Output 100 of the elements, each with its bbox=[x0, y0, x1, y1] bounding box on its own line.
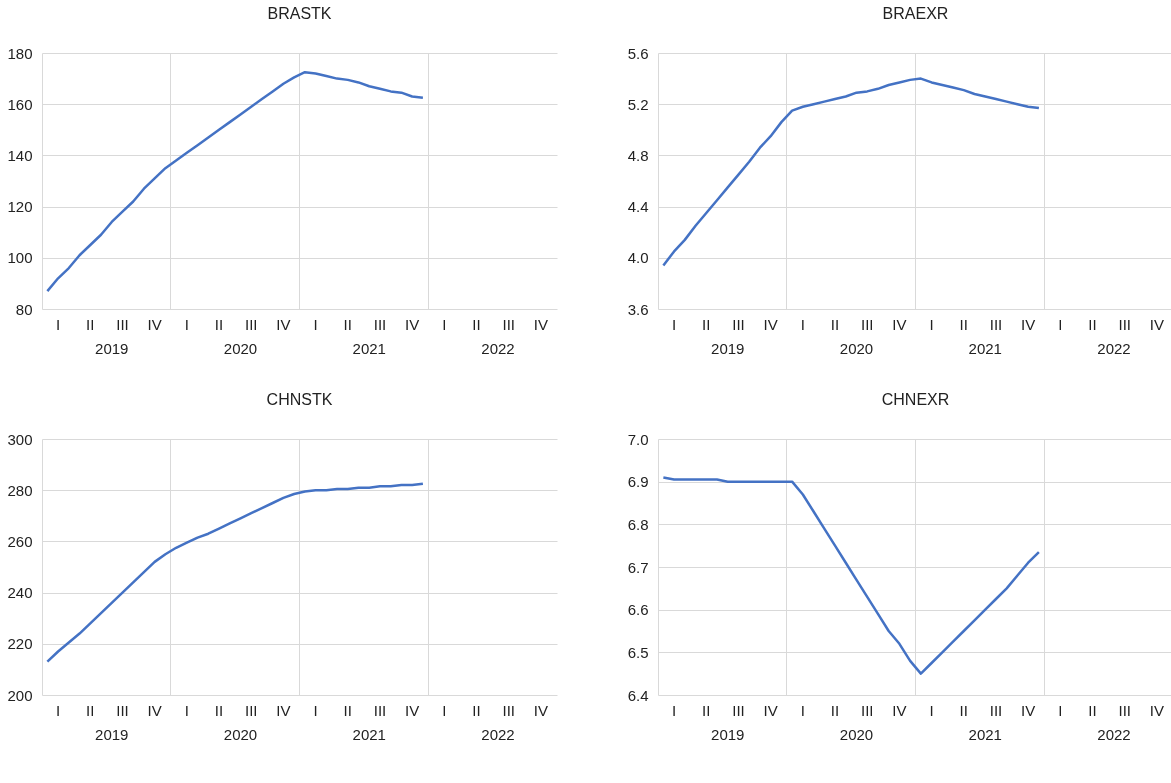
line-series bbox=[662, 476, 1041, 675]
x-tick-label: 2020 bbox=[223, 725, 258, 743]
x-tick-label: I bbox=[313, 315, 318, 333]
x-tick-label: III bbox=[502, 315, 515, 333]
x-tick-label: 2021 bbox=[352, 725, 386, 743]
x-tick-label: 2019 bbox=[95, 725, 129, 743]
y-tick-label: 4.4 bbox=[627, 198, 649, 216]
x-tick-label: IV bbox=[276, 315, 291, 333]
x-tick-label: II bbox=[214, 701, 224, 719]
x-tick-label: III bbox=[1118, 315, 1131, 333]
x-tick-label: IV bbox=[405, 315, 420, 333]
y-tick-label: 5.6 bbox=[627, 44, 649, 62]
y-tick-label: 4.8 bbox=[627, 146, 649, 164]
x-tick-label: II bbox=[86, 701, 95, 719]
x-tick-label: II bbox=[343, 315, 352, 333]
x-tick-label: IV bbox=[147, 315, 162, 333]
x-tick-label: II bbox=[214, 315, 224, 333]
x-tick-label: I bbox=[672, 701, 677, 719]
x-tick-label: IV bbox=[533, 315, 548, 333]
x-tick-label: IV bbox=[1149, 701, 1164, 719]
y-tick-label: 80 bbox=[15, 300, 33, 318]
x-tick-label: I bbox=[184, 701, 189, 719]
x-tick-label: III bbox=[989, 315, 1003, 333]
x-tick-label: 2022 bbox=[481, 725, 515, 743]
y-tick-label: 6.6 bbox=[627, 601, 649, 619]
x-tick-label: I bbox=[800, 315, 805, 333]
x-tick-label: III bbox=[1118, 701, 1131, 719]
x-tick-label: 2022 bbox=[1097, 725, 1131, 743]
x-tick-label: II bbox=[1088, 315, 1097, 333]
y-tick-label: 6.7 bbox=[627, 558, 649, 576]
x-tick-label: I bbox=[313, 701, 318, 719]
chart-title: CHNSTK bbox=[266, 391, 333, 408]
x-tick-label: II bbox=[959, 315, 968, 333]
x-tick-label: III bbox=[989, 701, 1003, 719]
y-tick-label: 6.8 bbox=[627, 515, 649, 533]
chart-title: BRASTK bbox=[267, 5, 332, 22]
x-tick-label: I bbox=[1058, 315, 1063, 333]
x-tick-label: II bbox=[1088, 701, 1097, 719]
x-tick-label: I bbox=[929, 701, 934, 719]
y-tick-label: 260 bbox=[7, 532, 33, 550]
x-tick-label: IV bbox=[533, 701, 548, 719]
x-tick-label: I bbox=[184, 315, 189, 333]
x-tick-label: II bbox=[472, 315, 481, 333]
x-tick-label: IV bbox=[892, 701, 907, 719]
x-tick-label: 2021 bbox=[968, 725, 1002, 743]
x-tick-label: IV bbox=[892, 315, 907, 333]
y-tick-label: 160 bbox=[7, 95, 33, 113]
x-tick-label: 2019 bbox=[711, 339, 745, 357]
y-tick-label: 140 bbox=[7, 146, 33, 164]
x-tick-label: II bbox=[343, 701, 352, 719]
line-series bbox=[46, 482, 425, 663]
x-tick-label: IV bbox=[1021, 315, 1036, 333]
x-tick-label: III bbox=[244, 315, 258, 333]
x-tick-label: III bbox=[244, 701, 258, 719]
chart-title: BRAEXR bbox=[882, 5, 949, 22]
x-tick-label: 2020 bbox=[223, 339, 258, 357]
y-tick-label: 120 bbox=[7, 198, 33, 216]
y-tick-label: 220 bbox=[7, 635, 33, 653]
x-tick-label: I bbox=[56, 701, 61, 719]
x-tick-label: 2019 bbox=[711, 725, 745, 743]
x-tick-label: I bbox=[672, 315, 677, 333]
x-tick-label: III bbox=[116, 701, 129, 719]
x-tick-label: III bbox=[860, 701, 874, 719]
y-tick-label: 300 bbox=[7, 430, 33, 448]
x-tick-label: III bbox=[373, 315, 387, 333]
x-tick-label: II bbox=[702, 315, 711, 333]
line-series bbox=[662, 77, 1041, 267]
x-tick-label: 2022 bbox=[1097, 339, 1131, 357]
chart-title: CHNEXR bbox=[881, 391, 950, 408]
y-tick-label: 240 bbox=[7, 584, 33, 602]
x-tick-label: I bbox=[442, 701, 447, 719]
x-tick-label: IV bbox=[405, 701, 420, 719]
y-tick-label: 4.0 bbox=[627, 249, 649, 267]
y-tick-label: 100 bbox=[7, 249, 33, 267]
y-tick-label: 280 bbox=[7, 481, 33, 499]
x-tick-label: IV bbox=[147, 701, 162, 719]
x-tick-label: II bbox=[472, 701, 481, 719]
y-tick-label: 7.0 bbox=[627, 430, 649, 448]
x-tick-label: II bbox=[86, 315, 95, 333]
x-tick-label: 2019 bbox=[95, 339, 129, 357]
x-tick-label: 2021 bbox=[968, 339, 1002, 357]
x-tick-label: I bbox=[929, 315, 934, 333]
y-tick-label: 180 bbox=[7, 44, 33, 62]
x-tick-label: III bbox=[373, 701, 387, 719]
x-tick-label: IV bbox=[763, 701, 778, 719]
x-tick-label: I bbox=[442, 315, 447, 333]
x-tick-label: IV bbox=[1021, 701, 1036, 719]
x-tick-label: III bbox=[732, 315, 745, 333]
x-tick-label: III bbox=[860, 315, 874, 333]
y-tick-label: 6.4 bbox=[627, 686, 649, 704]
y-tick-label: 6.9 bbox=[627, 473, 649, 491]
x-tick-label: 2022 bbox=[481, 339, 515, 357]
x-tick-label: IV bbox=[1149, 315, 1164, 333]
x-tick-label: IV bbox=[763, 315, 778, 333]
x-tick-label: III bbox=[116, 315, 129, 333]
x-tick-label: I bbox=[800, 701, 805, 719]
x-tick-label: 2021 bbox=[352, 339, 386, 357]
x-tick-label: II bbox=[830, 315, 840, 333]
x-tick-label: IV bbox=[276, 701, 291, 719]
x-tick-label: I bbox=[1058, 701, 1063, 719]
